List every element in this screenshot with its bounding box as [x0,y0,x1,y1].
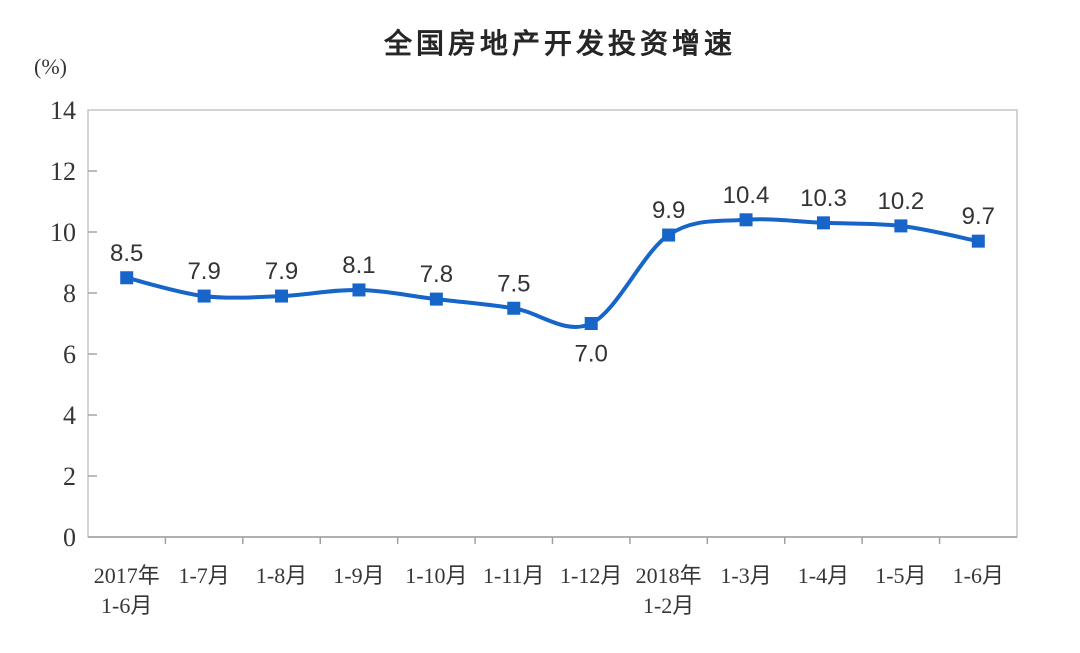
x-axis-label: 2018年 1-2月 [636,563,702,618]
x-axis-label: 1-11月 [483,563,545,588]
data-point-label: 10.3 [800,185,847,212]
x-axis-label: 1-4月 [798,563,849,588]
data-point-label: 9.9 [652,197,685,224]
x-axis-label: 1-9月 [333,563,384,588]
data-point-marker [352,283,366,297]
y-tick-label: 14 [50,96,76,125]
data-point-marker [739,213,753,227]
data-point-marker [507,301,521,315]
data-line [124,217,981,329]
data-point-label: 7.8 [420,261,453,288]
data-point-label: 10.4 [723,182,770,209]
y-tick-label: 10 [50,218,76,247]
data-point-marker [816,216,830,230]
data-point-label: 7.9 [187,258,220,285]
data-point-label: 7.0 [575,341,608,368]
data-point-marker [120,271,134,285]
data-point-label: 10.2 [878,188,925,215]
data-point-label: 8.1 [342,252,375,279]
data-point-marker [662,228,676,242]
data-point-label: 8.5 [110,240,143,267]
data-point-marker [971,234,985,248]
y-tick-label: 4 [63,401,76,430]
y-tick-label: 6 [63,340,76,369]
y-axis-unit-label: (%) [34,54,67,79]
data-point-marker [197,289,211,303]
data-point-marker [584,317,598,330]
x-axis-label: 1-7月 [178,563,229,588]
x-axis-label: 1-10月 [405,563,467,588]
x-axis-label: 2017年 1-6月 [94,563,160,618]
data-point-label: 7.5 [497,270,530,297]
x-axis-label: 1-5月 [875,563,926,588]
x-axis-label: 1-6月 [953,563,1004,588]
data-point-marker [894,219,908,233]
data-point-label: 9.7 [962,203,995,230]
x-axis-label: 1-3月 [720,563,771,588]
x-axis-label: 1-12月 [560,563,622,588]
data-point-label: 7.9 [265,258,298,285]
data-point-marker [275,289,289,303]
chart-title: 全国房地产开发投资增速 [383,28,736,59]
data-point-marker [429,292,443,306]
y-tick-label: 0 [63,523,76,552]
y-tick-label: 8 [63,279,76,308]
y-tick-label: 2 [63,462,76,491]
x-axis-label: 1-8月 [256,563,307,588]
y-tick-label: 12 [50,157,76,186]
